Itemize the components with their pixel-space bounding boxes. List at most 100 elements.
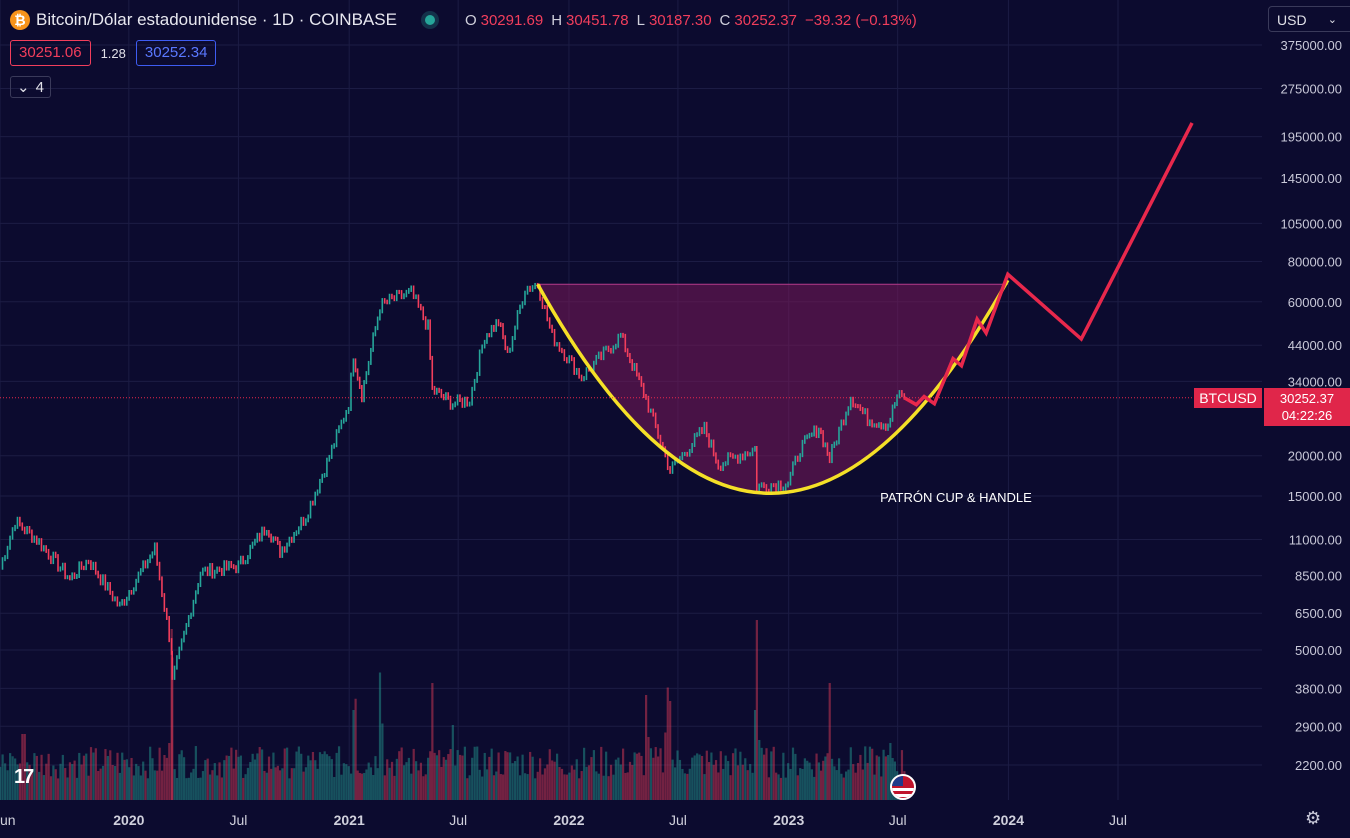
- volume-bar: [638, 752, 641, 800]
- volume-bar: [64, 768, 67, 800]
- volume-bar: [173, 769, 176, 800]
- volume-bar: [278, 770, 282, 800]
- volume-bar: [142, 761, 145, 800]
- symbol-title[interactable]: Bitcoin/Dólar estadounidense · 1D · COIN…: [36, 10, 397, 29]
- volume-bar: [835, 770, 838, 800]
- volume-bar: [253, 759, 257, 800]
- volume-bar: [106, 756, 109, 800]
- volume-bar: [488, 756, 491, 800]
- volume-bar: [580, 771, 583, 800]
- volume-bar: [4, 763, 7, 800]
- volume-bar: [220, 777, 224, 800]
- volume-bar: [693, 755, 696, 800]
- us-flag-icon[interactable]: [890, 774, 916, 800]
- volume-bar: [54, 769, 57, 800]
- volume-bar: [861, 769, 864, 800]
- volume-bar: [175, 777, 179, 800]
- settings-gear-icon[interactable]: ⚙: [1305, 808, 1322, 828]
- x-tick-label: Jul: [1109, 812, 1127, 828]
- volume-bar: [26, 762, 29, 800]
- market-status-icon: [424, 15, 435, 25]
- y-tick-label: 20000.00: [1288, 449, 1342, 464]
- volume-bar: [617, 757, 620, 800]
- volume-bar: [597, 773, 600, 800]
- volume-bar: [722, 768, 725, 800]
- volume-bar: [109, 750, 112, 800]
- buy-button[interactable]: 30252.34: [135, 40, 217, 66]
- volume-bar: [424, 774, 427, 800]
- currency-select[interactable]: USD ⌄: [1268, 6, 1350, 32]
- volume-bar: [884, 756, 887, 800]
- volume-bar: [471, 757, 474, 800]
- last-price-tag: 30252.37 04:22:26: [1264, 388, 1350, 426]
- x-tick-label: Jul: [229, 812, 247, 828]
- volume-bar: [741, 764, 744, 800]
- volume-bar: [691, 757, 694, 800]
- y-tick-label: 145000.00: [1281, 171, 1342, 186]
- volume-bar: [431, 683, 434, 800]
- volume-bar: [590, 757, 593, 800]
- high-value: 30451.78: [566, 11, 629, 29]
- volume-bar: [744, 758, 747, 800]
- volume-bar: [700, 756, 704, 800]
- volume-bar: [274, 767, 277, 800]
- volume-bar: [440, 766, 443, 800]
- low-value: 30187.30: [648, 11, 712, 29]
- volume-bar: [607, 776, 610, 800]
- volume-bar: [451, 725, 454, 800]
- volume-bar: [746, 770, 749, 800]
- volume-bar: [365, 769, 368, 800]
- volume-bar: [666, 687, 669, 800]
- volume-bar: [688, 768, 691, 800]
- volume-bar: [316, 768, 319, 800]
- volume-bar: [681, 768, 684, 800]
- volume-bar: [92, 752, 95, 800]
- volume-bar: [568, 772, 571, 800]
- chevron-down-icon: ⌄: [17, 79, 30, 96]
- volume-bar: [555, 753, 559, 800]
- indicators-toggle[interactable]: ⌄ 4: [10, 76, 51, 98]
- volume-bar: [182, 757, 186, 800]
- volume-bar: [345, 764, 348, 800]
- volume-bar: [628, 761, 632, 800]
- volume-bar: [35, 755, 38, 800]
- volume-bar: [678, 759, 682, 800]
- volume-bar: [495, 771, 498, 800]
- volume-bar: [456, 750, 459, 800]
- volume-bar: [708, 762, 711, 800]
- volume-bar: [739, 751, 742, 800]
- volume-bar: [153, 770, 156, 800]
- volume-bar: [551, 760, 554, 800]
- y-tick-label: 44000.00: [1288, 338, 1342, 353]
- bid-ask-row: 30251.06 1.28 30252.34: [10, 40, 217, 66]
- projection-line: [903, 122, 1194, 407]
- volume-bar: [777, 774, 780, 800]
- volume-bar: [61, 754, 64, 800]
- volume-bar: [342, 763, 345, 800]
- volume-bar: [307, 755, 310, 800]
- volume-bar: [671, 759, 674, 800]
- volume-bar: [47, 753, 50, 800]
- volume-bar: [587, 765, 591, 800]
- volume-bar: [180, 750, 183, 800]
- volume-bar: [187, 777, 190, 800]
- volume-bar: [600, 746, 603, 800]
- x-tick-label: 2022: [553, 812, 584, 828]
- volume-bar: [376, 768, 379, 800]
- volume-bar: [518, 775, 522, 800]
- volume-bar: [223, 760, 226, 800]
- volume-bar: [673, 767, 677, 800]
- volume-bar: [429, 751, 432, 800]
- bitcoin-icon: ₿: [10, 10, 30, 30]
- volume-bar: [165, 757, 168, 800]
- volume-bar: [216, 775, 219, 800]
- sell-button[interactable]: 30251.06: [10, 40, 91, 66]
- volume-bar: [73, 760, 76, 800]
- volume-bar: [42, 775, 46, 800]
- y-tick-label: 15000.00: [1288, 489, 1342, 504]
- volume-bar: [242, 777, 245, 800]
- volume-bar: [633, 752, 636, 800]
- y-tick-label: 375000.00: [1281, 38, 1342, 53]
- tradingview-logo[interactable]: 17: [14, 766, 34, 788]
